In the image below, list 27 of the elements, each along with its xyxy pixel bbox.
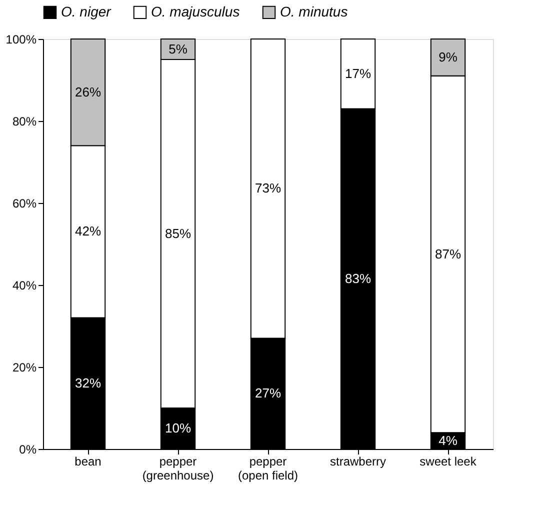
x-tick-label: pepper (greenhouse) — [142, 454, 214, 482]
data-label: 85% — [164, 226, 192, 241]
legend-label: O. majusculus — [151, 3, 240, 20]
data-label: 9% — [438, 49, 458, 64]
y-tick-label: 40% — [12, 278, 37, 292]
x-tick-label: pepper (open field) — [238, 454, 298, 482]
y-tick-label: 0% — [19, 442, 37, 456]
legend-label: O. minutus — [280, 3, 348, 20]
data-label: 10% — [164, 420, 192, 436]
data-label: 32% — [74, 375, 102, 390]
y-tick-label: 60% — [12, 196, 37, 210]
data-label: 27% — [254, 386, 282, 401]
data-label: 5% — [168, 41, 188, 56]
data-label: 42% — [74, 224, 102, 239]
data-label: 4% — [438, 432, 458, 448]
data-label: 87% — [434, 246, 462, 262]
y-tick-label: 80% — [12, 114, 37, 128]
y-tick-label: 100% — [6, 32, 37, 46]
x-tick-label: bean — [74, 454, 102, 468]
y-tick-label: 20% — [12, 360, 37, 374]
data-label: 17% — [344, 66, 372, 81]
data-label: 73% — [254, 180, 282, 196]
x-tick-label: sweet leek — [420, 454, 478, 468]
legend-label: O. niger — [61, 3, 112, 20]
x-tick-label: strawberry — [330, 454, 386, 468]
data-label: 26% — [74, 84, 102, 100]
data-label: 83% — [344, 270, 372, 286]
